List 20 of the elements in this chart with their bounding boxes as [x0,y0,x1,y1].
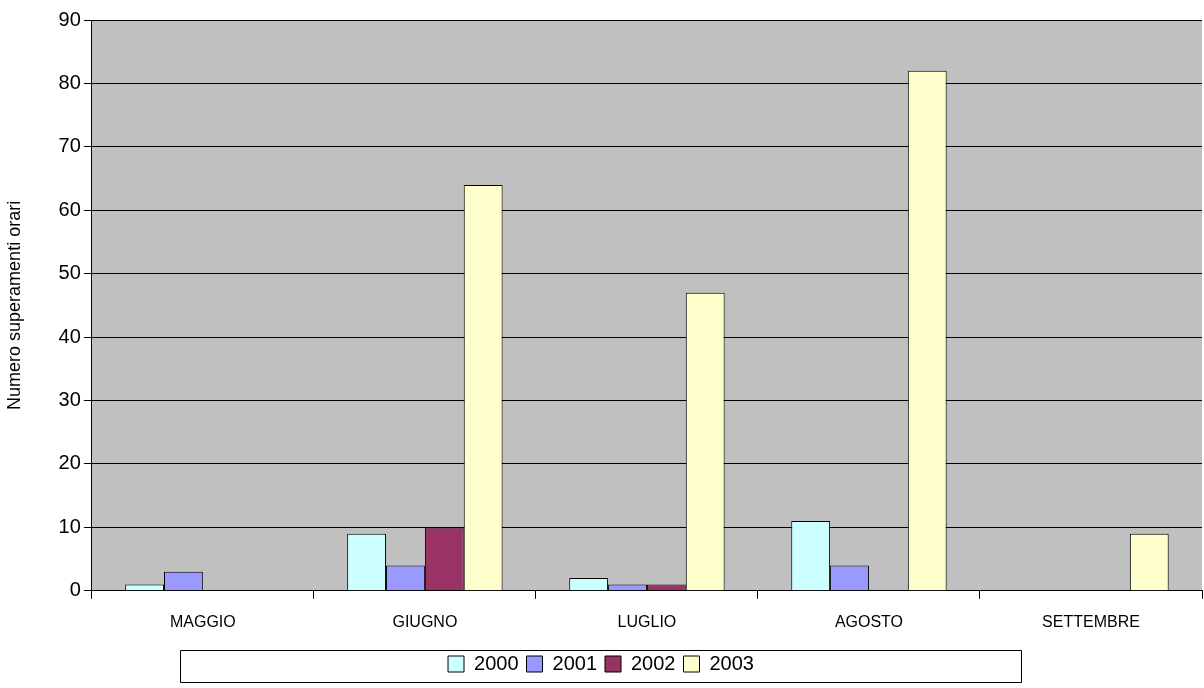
y-tick-label: 30 [58,388,81,411]
y-tick-label: 10 [58,514,81,537]
y-tick-label: 90 [58,7,81,30]
legend-label: 2003 [709,651,754,674]
y-tick-label: 0 [69,578,81,601]
y-tick-label: 40 [58,324,81,347]
y-tick-label: 80 [58,70,81,93]
x-tick-label: MAGGIO [169,612,236,630]
legend-label: 2000 [474,651,519,674]
x-tick-label: LUGLIO [617,612,677,630]
legend-label: 2001 [552,651,598,674]
legend-label: 2002 [631,651,676,674]
y-tick-label: 50 [58,261,81,284]
y-tick-label: 20 [58,451,81,474]
x-tick-label: AGOSTO [834,612,904,630]
y-tick-label: 60 [58,197,81,220]
x-tick-label: SETTEMBRE [1042,612,1140,630]
y-axis-title: Numero superamenti orari [3,200,24,410]
y-tick-label: 70 [58,134,81,157]
x-tick-label: GIUGNO [392,612,458,630]
